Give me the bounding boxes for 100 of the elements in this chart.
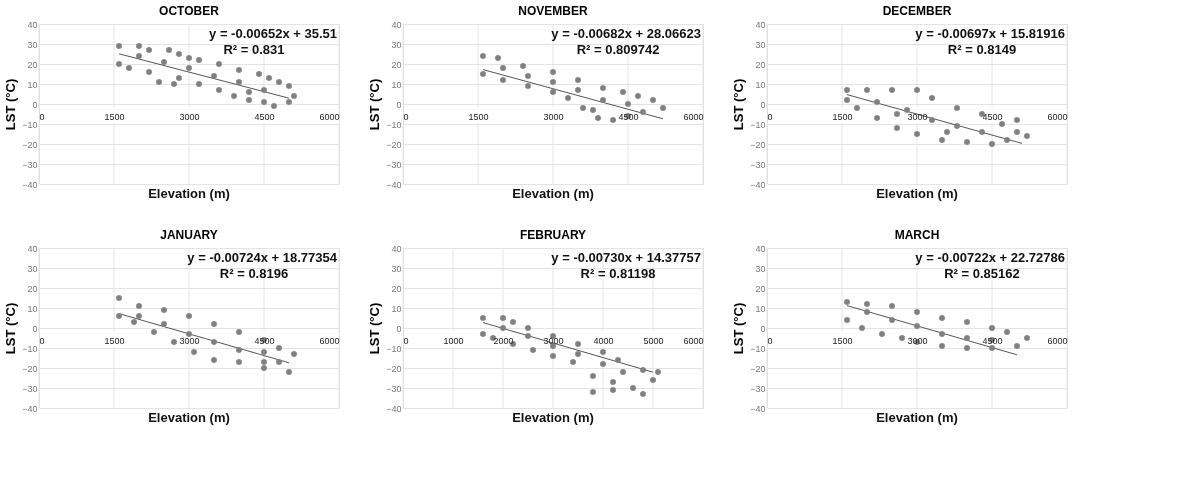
point [286, 99, 292, 105]
point [236, 79, 242, 85]
y-tick-label: −10 [22, 343, 38, 354]
point [500, 77, 506, 83]
point [196, 57, 202, 63]
point [186, 65, 192, 71]
point [246, 97, 252, 103]
y-tick-label: 40 [391, 243, 402, 254]
point [236, 67, 242, 73]
y-tick-label: 40 [27, 243, 38, 254]
point [186, 331, 192, 337]
point [291, 93, 297, 99]
point [151, 329, 157, 335]
point [1014, 343, 1020, 349]
y-tick-label: 0 [396, 99, 402, 110]
y-tick-label: −40 [750, 403, 766, 414]
point [635, 93, 641, 99]
point [116, 313, 122, 319]
point [136, 303, 142, 309]
y-tick-label: −30 [386, 383, 402, 394]
point [590, 373, 596, 379]
x-tick-label: 4500 [618, 111, 639, 122]
point [620, 369, 626, 375]
point [964, 319, 970, 325]
point [291, 351, 297, 357]
point [261, 359, 267, 365]
y-axis-title: LST (°C) [731, 302, 747, 355]
y-tick-label: 20 [27, 283, 38, 294]
y-tick-label: −30 [386, 159, 402, 170]
y-tick-label: −10 [750, 343, 766, 354]
x-tick-label: 3000 [179, 335, 200, 346]
point [216, 61, 222, 67]
annotation: y = -0.00697x + 15.81916 [915, 26, 1065, 41]
y-tick-label: 0 [396, 323, 402, 334]
point [236, 329, 242, 335]
point [565, 95, 571, 101]
x-tick-label: 3000 [907, 111, 928, 122]
x-axis-title: Elevation (m) [876, 410, 958, 425]
x-tick-label: 1500 [832, 111, 853, 122]
annotation: R² = 0.809742 [576, 42, 660, 57]
annotation: y = -0.00682x + 28.06623 [551, 26, 701, 41]
y-axis-title: LST (°C) [731, 78, 747, 131]
point [874, 99, 880, 105]
point [575, 341, 581, 347]
x-tick-label: 6000 [683, 335, 704, 346]
x-axis-title: Elevation (m) [148, 410, 230, 425]
point [620, 89, 626, 95]
point [510, 319, 516, 325]
y-tick-label: −30 [750, 383, 766, 394]
y-tick-label: 20 [391, 59, 402, 70]
point [116, 61, 122, 67]
x-tick-label: 0 [767, 111, 773, 122]
y-tick-label: 10 [27, 303, 38, 314]
point [914, 131, 920, 137]
point [874, 115, 880, 121]
y-tick-label: −20 [22, 363, 38, 374]
y-axis-title: LST (°C) [3, 302, 19, 355]
point [171, 81, 177, 87]
annotation: R² = 0.8149 [947, 42, 1017, 57]
point [914, 87, 920, 93]
point [261, 365, 267, 371]
point [854, 105, 860, 111]
chart-title: OCTOBER [159, 4, 220, 18]
point [929, 117, 935, 123]
point [116, 295, 122, 301]
x-axis-title: Elevation (m) [876, 186, 958, 201]
point [1004, 329, 1010, 335]
y-tick-label: −20 [386, 139, 402, 150]
y-tick-label: −20 [386, 363, 402, 374]
point [1014, 117, 1020, 123]
y-tick-label: 40 [391, 19, 402, 30]
point [844, 97, 850, 103]
y-tick-label: −40 [22, 179, 38, 190]
point [879, 331, 885, 337]
point [480, 71, 486, 77]
point [480, 53, 486, 59]
point [939, 137, 945, 143]
point [575, 87, 581, 93]
y-tick-label: 10 [391, 303, 402, 314]
point [939, 315, 945, 321]
point [600, 349, 606, 355]
point [116, 43, 122, 49]
y-tick-label: −10 [22, 119, 38, 130]
point [196, 81, 202, 87]
chart-title: FEBRUARY [519, 228, 587, 242]
point [276, 359, 282, 365]
annotation: y = -0.00722x + 22.72786 [915, 250, 1065, 265]
point [161, 307, 167, 313]
point [650, 377, 656, 383]
point [480, 315, 486, 321]
point [246, 89, 252, 95]
point [889, 303, 895, 309]
y-tick-label: −20 [22, 139, 38, 150]
annotation: y = -0.00724x + 18.77354 [187, 250, 338, 265]
point [600, 85, 606, 91]
x-tick-label: 1000 [443, 335, 464, 346]
point [580, 105, 586, 111]
point [944, 129, 950, 135]
x-tick-label: 5000 [643, 335, 664, 346]
point [136, 313, 142, 319]
